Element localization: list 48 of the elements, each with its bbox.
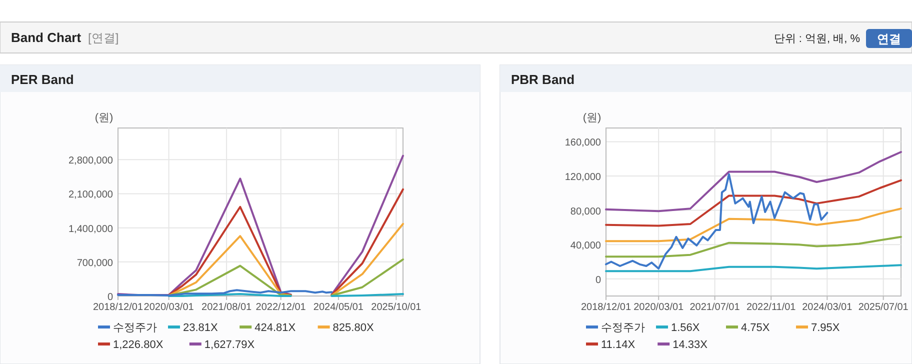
legend-label: 1,627.79X — [204, 339, 256, 351]
y-tick-label: 700,000 — [76, 258, 114, 269]
legend-label: 825.80X — [332, 322, 374, 334]
x-tick-label: 2018/12/01 — [92, 302, 144, 313]
y-tick-label: 2,800,000 — [68, 156, 114, 167]
x-tick-label: 2020/03/01 — [634, 302, 684, 313]
legend-label: 7.95X — [811, 322, 840, 334]
legend-label: 14.33X — [672, 339, 708, 351]
legend-label: 1.56X — [671, 322, 700, 334]
chart-title: PBR Band — [511, 72, 575, 87]
x-tick-label: 2024/03/01 — [802, 302, 853, 313]
y-tick-label: 120,000 — [564, 172, 602, 183]
legend-label: 1,226.80X — [113, 339, 164, 351]
legend-label: 23.81X — [183, 322, 219, 334]
text: Band Chart — [11, 30, 82, 45]
y-tick-label: 160,000 — [564, 138, 602, 149]
legend-label: 수정주가 — [601, 322, 645, 334]
y-axis-title: (원) — [582, 112, 602, 124]
x-tick-label: 2020/03/01 — [144, 302, 194, 313]
legend-label: 수정주가 — [113, 322, 157, 334]
x-tick-label: 2021/07/01 — [690, 302, 740, 313]
x-tick-label: 2018/12/01 — [580, 302, 632, 313]
y-tick-label: 40,000 — [570, 240, 602, 252]
y-tick-label: 0 — [107, 292, 114, 303]
chart-title: PER Band — [11, 72, 74, 87]
y-tick-label: 2,100,000 — [68, 190, 114, 201]
legend-label: 424.81X — [254, 322, 296, 334]
text: [연결] — [88, 31, 119, 45]
x-tick-label: 2024/05/01 — [313, 302, 364, 313]
x-tick-label: 2022/12/01 — [256, 302, 306, 313]
line-series — [605, 173, 828, 270]
line-series — [605, 236, 902, 258]
x-tick-label: 2022/11/01 — [746, 302, 796, 313]
legend-label: 4.75X — [741, 322, 770, 334]
line-series — [605, 179, 902, 227]
line-series — [605, 264, 902, 272]
toggle-button: 연결 — [866, 29, 912, 48]
text: 단위 : 억원, 배, % — [774, 33, 860, 45]
y-tick-label: 0 — [595, 274, 602, 286]
x-tick-label: 2025/10/01 — [371, 302, 422, 313]
y-tick-label: 80,000 — [570, 206, 602, 218]
legend-label: 11.14X — [601, 339, 636, 351]
line-series — [605, 208, 902, 242]
x-tick-label: 2021/08/01 — [202, 302, 252, 313]
line-series — [605, 151, 902, 212]
y-axis-title: (원) — [94, 112, 114, 124]
y-tick-label: 1,400,000 — [68, 224, 114, 235]
x-tick-label: 2025/07/01 — [858, 302, 909, 313]
